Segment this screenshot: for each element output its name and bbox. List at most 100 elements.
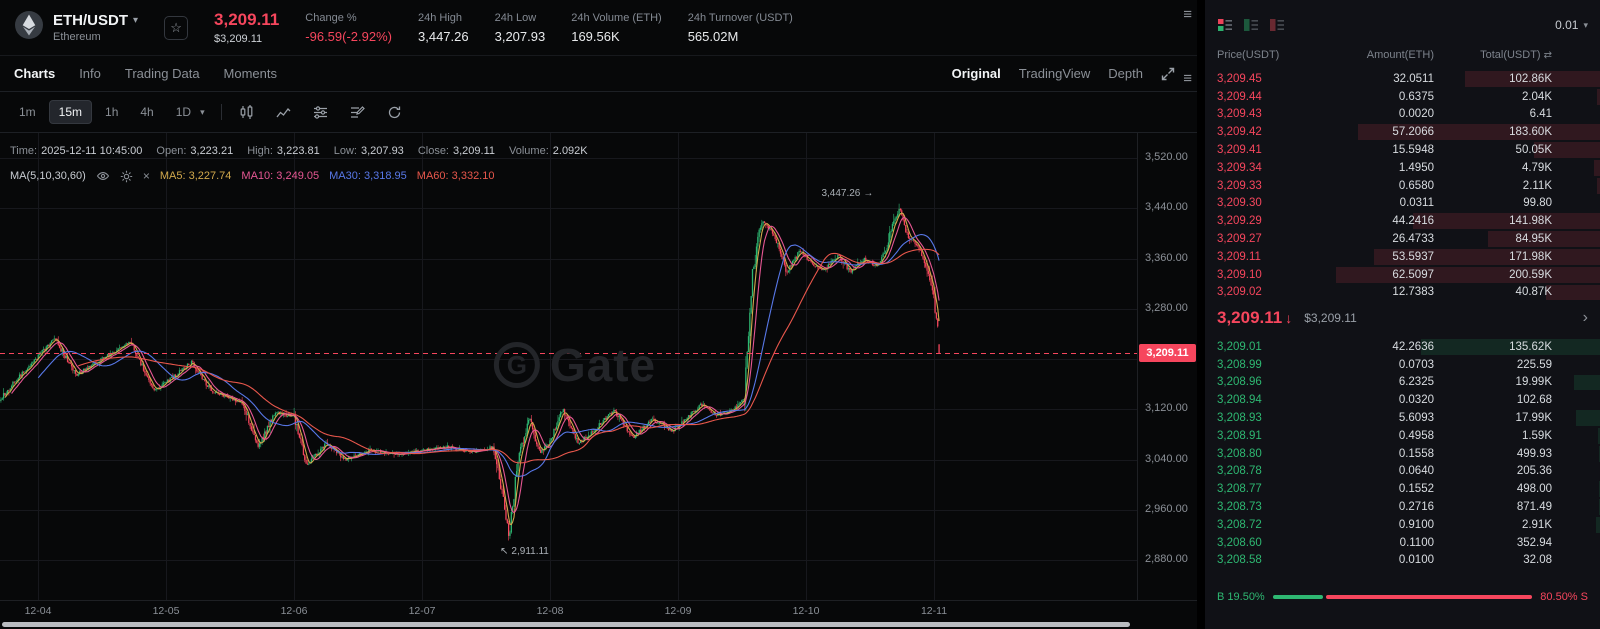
ask-row[interactable]: 3,209.34 1.4950 4.79K bbox=[1205, 159, 1600, 177]
bid-row[interactable]: 3,208.60 0.1100 352.94 bbox=[1205, 534, 1600, 552]
bid-price: 3,208.77 bbox=[1217, 483, 1262, 496]
ask-price: 3,209.02 bbox=[1217, 286, 1262, 299]
y-axis-label: 3,440.00 bbox=[1145, 201, 1188, 214]
indicators-icon[interactable] bbox=[312, 104, 329, 121]
interval-15m[interactable]: 15m bbox=[48, 100, 93, 124]
candlestick-canvas[interactable] bbox=[0, 133, 1137, 600]
ask-row[interactable]: 3,209.11 53.5937 171.98K bbox=[1205, 248, 1600, 266]
ask-row[interactable]: 3,209.41 15.5948 50.05K bbox=[1205, 141, 1600, 159]
ask-row[interactable]: 3,209.42 57.2066 183.60K bbox=[1205, 123, 1600, 141]
interval-1h[interactable]: 1h bbox=[105, 105, 119, 119]
bid-total: 32.08 bbox=[1523, 554, 1552, 567]
bid-row[interactable]: 3,208.99 0.0703 225.59 bbox=[1205, 356, 1600, 374]
menu-icon[interactable]: ≡ bbox=[1183, 6, 1192, 23]
bid-row[interactable]: 3,208.77 0.1552 498.00 bbox=[1205, 480, 1600, 498]
depth-bar bbox=[1597, 427, 1600, 444]
stat-value: 565.02M bbox=[687, 28, 739, 44]
tab-charts[interactable]: Charts bbox=[14, 66, 56, 81]
ask-row[interactable]: 3,209.45 32.0511 102.86K bbox=[1205, 70, 1600, 88]
bid-price: 3,208.73 bbox=[1217, 501, 1262, 514]
x-axis-label: 12-09 bbox=[664, 605, 692, 617]
time-axis[interactable]: 12-04 12-05 12-06 12-07 12-08 12-09 12-10 12-11 bbox=[0, 600, 1197, 620]
tab-moments[interactable]: Moments bbox=[223, 66, 278, 81]
bid-row[interactable]: 3,208.96 6.2325 19.99K bbox=[1205, 374, 1600, 392]
bid-row[interactable]: 3,208.73 0.2716 871.49 bbox=[1205, 498, 1600, 516]
stat-value: 169.56K bbox=[571, 28, 620, 44]
ask-total: 102.86K bbox=[1509, 72, 1552, 85]
bid-row[interactable]: 3,208.80 0.1558 499.93 bbox=[1205, 445, 1600, 463]
eye-icon[interactable] bbox=[96, 169, 110, 183]
bid-amount: 0.4958 bbox=[1398, 429, 1434, 442]
y-axis-label: 2,960.00 bbox=[1145, 502, 1188, 515]
stat-24h-volume: 24h Volume (ETH) 169.56K bbox=[571, 12, 661, 44]
buy-percent: 19.50% bbox=[1227, 591, 1265, 603]
x-axis-label: 12-10 bbox=[792, 605, 820, 617]
ask-price: 3,209.29 bbox=[1217, 215, 1262, 228]
ask-row[interactable]: 3,209.10 62.5097 200.59K bbox=[1205, 266, 1600, 284]
ask-row[interactable]: 3,209.29 44.2416 141.98K bbox=[1205, 212, 1600, 230]
x-axis-label: 12-11 bbox=[920, 605, 948, 617]
ask-row[interactable]: 3,209.30 0.0311 99.80 bbox=[1205, 195, 1600, 213]
book-mode-asks-icon[interactable] bbox=[1269, 17, 1285, 33]
stat-24h-low: 24h Low 3,207.93 bbox=[495, 12, 546, 44]
favorite-button[interactable]: ☆ bbox=[164, 15, 189, 40]
bid-row[interactable]: 3,208.93 5.6093 17.99K bbox=[1205, 409, 1600, 427]
bid-total: 352.94 bbox=[1516, 536, 1552, 549]
depth-bar bbox=[1596, 516, 1600, 533]
tab-tradingview[interactable]: TradingView bbox=[1018, 66, 1091, 81]
bid-total: 2.91K bbox=[1521, 518, 1552, 531]
tab-trading-data[interactable]: Trading Data bbox=[124, 66, 200, 81]
bid-price: 3,208.94 bbox=[1217, 394, 1262, 407]
ask-row[interactable]: 3,209.27 26.4733 84.95K bbox=[1205, 230, 1600, 248]
bid-row[interactable]: 3,208.58 0.0100 32.08 bbox=[1205, 552, 1600, 570]
close-icon[interactable]: × bbox=[142, 169, 150, 183]
reset-chart-icon[interactable] bbox=[386, 104, 403, 121]
pair-selector[interactable]: ETH/USDT ▾ Ethereum bbox=[14, 10, 138, 45]
tab-depth[interactable]: Depth bbox=[1108, 66, 1143, 81]
ask-row[interactable]: 3,209.44 0.6375 2.04K bbox=[1205, 88, 1600, 106]
star-icon: ☆ bbox=[170, 19, 182, 35]
ask-total: 99.80 bbox=[1523, 197, 1552, 210]
buy-ratio-segment bbox=[1272, 595, 1324, 599]
fullscreen-icon[interactable] bbox=[1161, 67, 1175, 81]
bid-total: 205.36 bbox=[1516, 465, 1552, 478]
sell-ratio-segment bbox=[1326, 595, 1533, 599]
candlestick-style-icon[interactable] bbox=[238, 104, 255, 121]
ask-row[interactable]: 3,209.02 12.7383 40.87K bbox=[1205, 284, 1600, 302]
bid-row[interactable]: 3,208.94 0.0320 102.68 bbox=[1205, 391, 1600, 409]
settings-icon[interactable] bbox=[120, 170, 133, 183]
interval-4h[interactable]: 4h bbox=[140, 105, 154, 119]
bid-row[interactable]: 3,208.78 0.0640 205.36 bbox=[1205, 463, 1600, 481]
price-axis[interactable]: 3,209.11 3,520.00 3,440.00 3,360.00 3,280.0… bbox=[1137, 133, 1197, 600]
stat-label: 24h Volume (ETH) bbox=[571, 11, 662, 24]
chevron-right-icon[interactable]: › bbox=[1582, 309, 1588, 326]
horizontal-scrollbar[interactable] bbox=[2, 622, 1130, 627]
interval-dropdown-icon[interactable]: ▾ bbox=[200, 106, 205, 117]
ask-price: 3,209.42 bbox=[1217, 126, 1262, 139]
tab-info[interactable]: Info bbox=[79, 66, 101, 81]
bid-row[interactable]: 3,209.01 42.2636 135.62K bbox=[1205, 338, 1600, 356]
line-chart-icon[interactable] bbox=[275, 104, 292, 121]
interval-1d[interactable]: 1D bbox=[175, 105, 192, 119]
interval-1m[interactable]: 1m bbox=[19, 105, 36, 119]
menu-icon[interactable]: ≡ bbox=[1183, 70, 1192, 87]
y-axis-label: 3,040.00 bbox=[1145, 452, 1188, 465]
ask-price: 3,209.34 bbox=[1217, 161, 1262, 174]
bid-row[interactable]: 3,208.91 0.4958 1.59K bbox=[1205, 427, 1600, 445]
ask-total: 200.59K bbox=[1509, 268, 1552, 281]
book-mode-both-icon[interactable] bbox=[1217, 17, 1233, 33]
ma-indicator-row: MA(5,10,30,60) × MA5: 3,227.74 MA10: 3,2… bbox=[10, 169, 495, 183]
ask-price: 3,209.43 bbox=[1217, 108, 1262, 121]
bid-total: 498.00 bbox=[1516, 483, 1552, 496]
tab-original[interactable]: Original bbox=[951, 66, 1001, 81]
bid-price: 3,208.93 bbox=[1217, 412, 1262, 425]
precision-select[interactable]: 0.01 ▾ bbox=[1555, 18, 1588, 32]
depth-bar bbox=[1597, 177, 1600, 194]
book-mode-bids-icon[interactable] bbox=[1243, 17, 1259, 33]
ask-row[interactable]: 3,209.43 0.0020 6.41 bbox=[1205, 106, 1600, 124]
ask-row[interactable]: 3,209.33 0.6580 2.11K bbox=[1205, 177, 1600, 195]
bid-row[interactable]: 3,208.72 0.9100 2.91K bbox=[1205, 516, 1600, 534]
stat-label: Change % bbox=[305, 11, 357, 24]
mid-price-row[interactable]: 3,209.11 ↓ $3,209.11 › bbox=[1205, 300, 1600, 336]
drawing-tools-icon[interactable] bbox=[349, 104, 366, 121]
